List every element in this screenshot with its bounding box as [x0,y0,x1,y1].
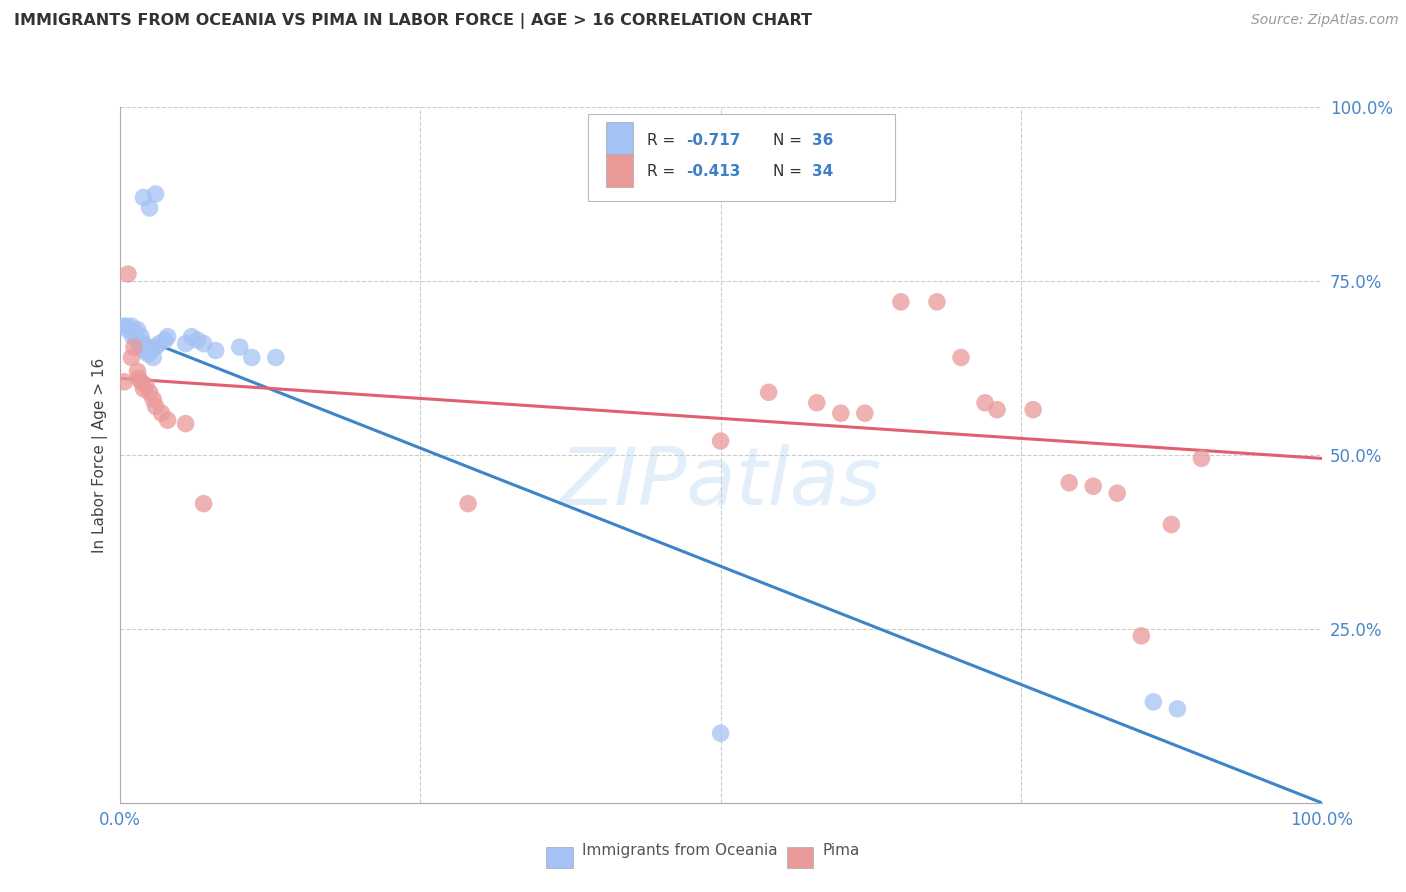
Point [949,351,972,365]
Point [806,396,828,410]
Y-axis label: In Labor Force | Age > 16: In Labor Force | Age > 16 [93,358,108,552]
Text: Pima: Pima [823,843,860,858]
Point [145,340,167,354]
Point [138,385,160,400]
Point [974,396,997,410]
Point [156,413,179,427]
Point [124,326,146,340]
Point [138,347,160,361]
Point [1142,695,1164,709]
Point [128,336,150,351]
Point [457,497,479,511]
Text: -0.413: -0.413 [686,164,740,179]
Point [125,333,148,347]
Point [174,336,197,351]
Point [112,375,135,389]
Point [135,378,157,392]
Text: N =: N = [773,133,807,148]
Point [1160,517,1182,532]
Text: N =: N = [773,164,807,179]
Point [156,329,179,343]
Text: 34: 34 [811,164,834,179]
Point [117,267,139,281]
Point [193,497,215,511]
Point [925,294,948,309]
Point [142,392,165,407]
Point [112,319,135,334]
Point [138,201,160,215]
Point [139,343,162,358]
Point [709,434,731,448]
Point [709,726,731,740]
Point [127,323,149,337]
Point [122,340,145,354]
Point [193,336,215,351]
Text: Immigrants from Oceania: Immigrants from Oceania [582,843,778,858]
Point [174,417,197,431]
Point [1166,702,1188,716]
Point [121,319,143,334]
Point [134,343,156,358]
Point [187,333,209,347]
Point [142,351,165,365]
Point [129,329,152,343]
Point [240,351,263,365]
Text: R =: R = [647,164,681,179]
Point [117,323,139,337]
Text: -0.717: -0.717 [686,133,740,148]
Point [145,187,167,202]
Point [1083,479,1105,493]
Point [1107,486,1129,500]
FancyBboxPatch shape [588,114,894,201]
Point [830,406,852,420]
Point [1130,629,1153,643]
Point [120,323,142,337]
Point [121,329,143,343]
Point [758,385,780,400]
Text: Source: ZipAtlas.com: Source: ZipAtlas.com [1251,13,1399,28]
Point [115,319,138,334]
Text: ZIPatlas: ZIPatlas [560,443,882,522]
Text: 36: 36 [811,133,834,148]
Point [129,375,152,389]
FancyBboxPatch shape [606,122,633,156]
Point [1057,475,1080,490]
Point [132,382,155,396]
Point [148,336,170,351]
FancyBboxPatch shape [606,153,633,187]
Point [145,399,167,413]
Text: IMMIGRANTS FROM OCEANIA VS PIMA IN LABOR FORCE | AGE > 16 CORRELATION CHART: IMMIGRANTS FROM OCEANIA VS PIMA IN LABOR… [14,13,813,29]
Text: R =: R = [647,133,681,148]
Point [204,343,226,358]
Point [150,406,173,420]
Point [1189,451,1212,466]
Point [127,364,149,378]
Point [1022,402,1045,417]
Point [132,190,155,204]
Point [128,371,150,385]
Point [180,329,202,343]
Point [131,340,153,354]
Point [986,402,1008,417]
Point [132,336,155,351]
Point [121,351,143,365]
Point [890,294,912,309]
Point [264,351,287,365]
FancyBboxPatch shape [787,847,813,868]
Point [853,406,876,420]
FancyBboxPatch shape [547,847,572,868]
Point [228,340,252,354]
Point [153,333,176,347]
Point [136,340,159,354]
